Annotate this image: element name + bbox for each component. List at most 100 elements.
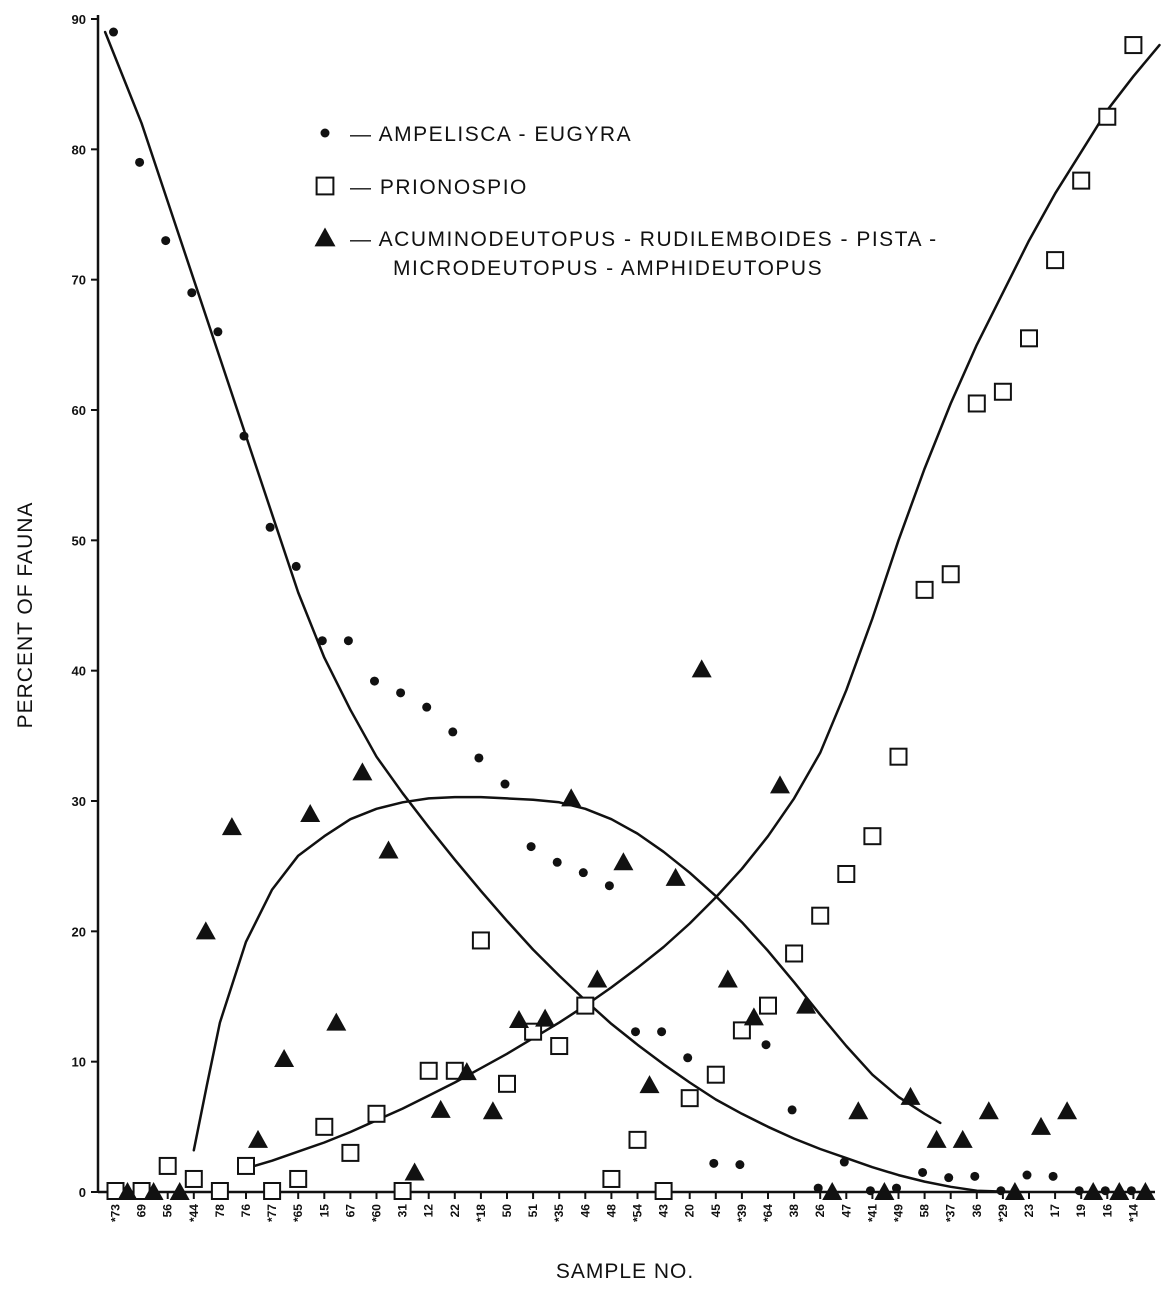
data-point-acuminodeutopus (952, 1129, 973, 1148)
data-point-acuminodeutopus (978, 1101, 999, 1120)
data-point-acuminodeutopus (248, 1129, 268, 1148)
data-point-acuminodeutopus (691, 659, 712, 678)
data-point-prionospio (576, 996, 595, 1015)
data-point-ampelisca (552, 857, 562, 867)
data-point-prionospio (341, 1143, 360, 1162)
x-tick-label: 51 (526, 1204, 540, 1218)
axes: 0 10 20 30 40 50 60 70 80 90 *73 69 56 *44 78 76 *77 *65 1… (72, 12, 1155, 1222)
data-point-prionospio (550, 1037, 569, 1056)
x-tick-label: 22 (448, 1204, 462, 1218)
data-point-acuminodeutopus (796, 995, 817, 1014)
data-point-acuminodeutopus (352, 762, 373, 781)
data-point-ampelisca (1048, 1171, 1058, 1181)
legend-label: — ACUMINODEUTOPUS - RUDILEMBOIDES - PIST… (350, 228, 938, 251)
data-point-prionospio (602, 1169, 621, 1188)
data-point-acuminodeutopus (482, 1101, 503, 1120)
data-point-ampelisca (1022, 1170, 1032, 1180)
legend-label: — PRIONOSPIO (350, 176, 528, 199)
x-tick-label: *18 (474, 1204, 488, 1222)
data-point-ampelisca (944, 1173, 954, 1183)
data-point-prionospio (1124, 36, 1143, 55)
data-point-acuminodeutopus (1004, 1182, 1025, 1200)
legend-label-line2: MICRODEUTOPUS - AMPHIDEUTOPUS (393, 257, 823, 280)
data-point-ampelisca (265, 522, 275, 532)
data-point-ampelisca (526, 842, 536, 852)
x-tick-label: 58 (918, 1204, 932, 1218)
fit-curve (103, 30, 1018, 1194)
y-tick-label: 20 (72, 924, 86, 939)
data-point-ampelisca (187, 288, 197, 298)
data-point-acuminodeutopus (639, 1075, 660, 1094)
data-point-acuminodeutopus (1083, 1182, 1104, 1200)
data-point-prionospio (184, 1169, 203, 1188)
data-point-ampelisca (709, 1158, 719, 1168)
data-point-prionospio (837, 864, 856, 883)
legend: — AMPELISCA - EUGYRA — PRIONOSPIO — ACUMIN… (314, 123, 938, 280)
x-tick-label: 23 (1022, 1204, 1036, 1218)
x-axis-title: SAMPLE NO. (556, 1260, 694, 1283)
x-tick-label: 20 (683, 1204, 697, 1218)
x-tick-label: 56 (161, 1204, 175, 1218)
data-point-prionospio (1072, 171, 1091, 190)
data-point-prionospio (941, 565, 960, 584)
data-point-prionospio (759, 996, 777, 1015)
x-tick-label: 31 (396, 1204, 410, 1218)
data-point-ampelisca (892, 1183, 901, 1193)
data-point-ampelisca (839, 1157, 849, 1167)
data-point-prionospio (419, 1061, 438, 1080)
data-point-ampelisca (500, 779, 510, 789)
data-point-ampelisca (578, 868, 588, 878)
x-tick-label: 48 (604, 1204, 618, 1218)
x-tick-label: 17 (1048, 1204, 1062, 1218)
data-point-acuminodeutopus (378, 840, 399, 859)
data-point-acuminodeutopus (1031, 1116, 1051, 1135)
x-tick-label: 26 (813, 1204, 827, 1218)
y-tick-label: 10 (72, 1055, 86, 1070)
data-point-ampelisca (970, 1171, 980, 1181)
y-axis-title: PERCENT OF FAUNA (14, 502, 37, 729)
data-point-acuminodeutopus (822, 1182, 843, 1200)
y-tick-label: 50 (72, 533, 86, 548)
data-point-ampelisca (213, 327, 223, 337)
data-point-ampelisca (813, 1183, 823, 1193)
data-point-ampelisca (683, 1053, 693, 1063)
data-point-ampelisca (135, 157, 145, 167)
data-point-ampelisca (918, 1167, 928, 1177)
data-point-acuminodeutopus (326, 1012, 347, 1031)
y-tick-label: 0 (79, 1185, 86, 1200)
data-point-ampelisca (604, 881, 614, 891)
fit-curves (103, 30, 1161, 1194)
x-tick-label: 16 (1100, 1204, 1114, 1218)
x-tick-label: *73 (109, 1204, 123, 1222)
x-tick-label: *60 (370, 1204, 384, 1222)
data-point-prionospio (811, 906, 830, 925)
data-point-prionospio (315, 1117, 334, 1136)
data-point-prionospio (524, 1022, 543, 1041)
data-point-prionospio (1020, 329, 1038, 348)
y-tick-label: 80 (72, 142, 86, 157)
data-point-prionospio (393, 1182, 412, 1200)
data-point-acuminodeutopus (221, 817, 242, 836)
x-tick-label: *39 (735, 1204, 749, 1222)
data-point-acuminodeutopus (509, 1009, 529, 1028)
x-tick-label: 36 (970, 1204, 984, 1218)
data-point-prionospio (498, 1074, 516, 1093)
x-tick-label: *29 (996, 1204, 1010, 1222)
x-tick-label: 43 (657, 1204, 671, 1218)
data-point-acuminodeutopus (926, 1129, 947, 1148)
data-point-acuminodeutopus (274, 1049, 295, 1068)
data-point-prionospio (1046, 251, 1065, 270)
data-point-prionospio (993, 382, 1012, 401)
data-point-acuminodeutopus (770, 775, 790, 794)
y-tick-label: 30 (72, 794, 86, 809)
data-point-acuminodeutopus (1057, 1101, 1078, 1120)
y-tick-label: 40 (72, 664, 86, 679)
data-point-ampelisca (291, 561, 301, 571)
data-point-prionospio (654, 1182, 673, 1200)
data-point-ampelisca (422, 702, 432, 712)
x-tick-label: *35 (552, 1204, 566, 1222)
square-legend-marker (315, 176, 335, 196)
data-point-acuminodeutopus (1135, 1182, 1156, 1200)
data-point-acuminodeutopus (535, 1008, 556, 1027)
